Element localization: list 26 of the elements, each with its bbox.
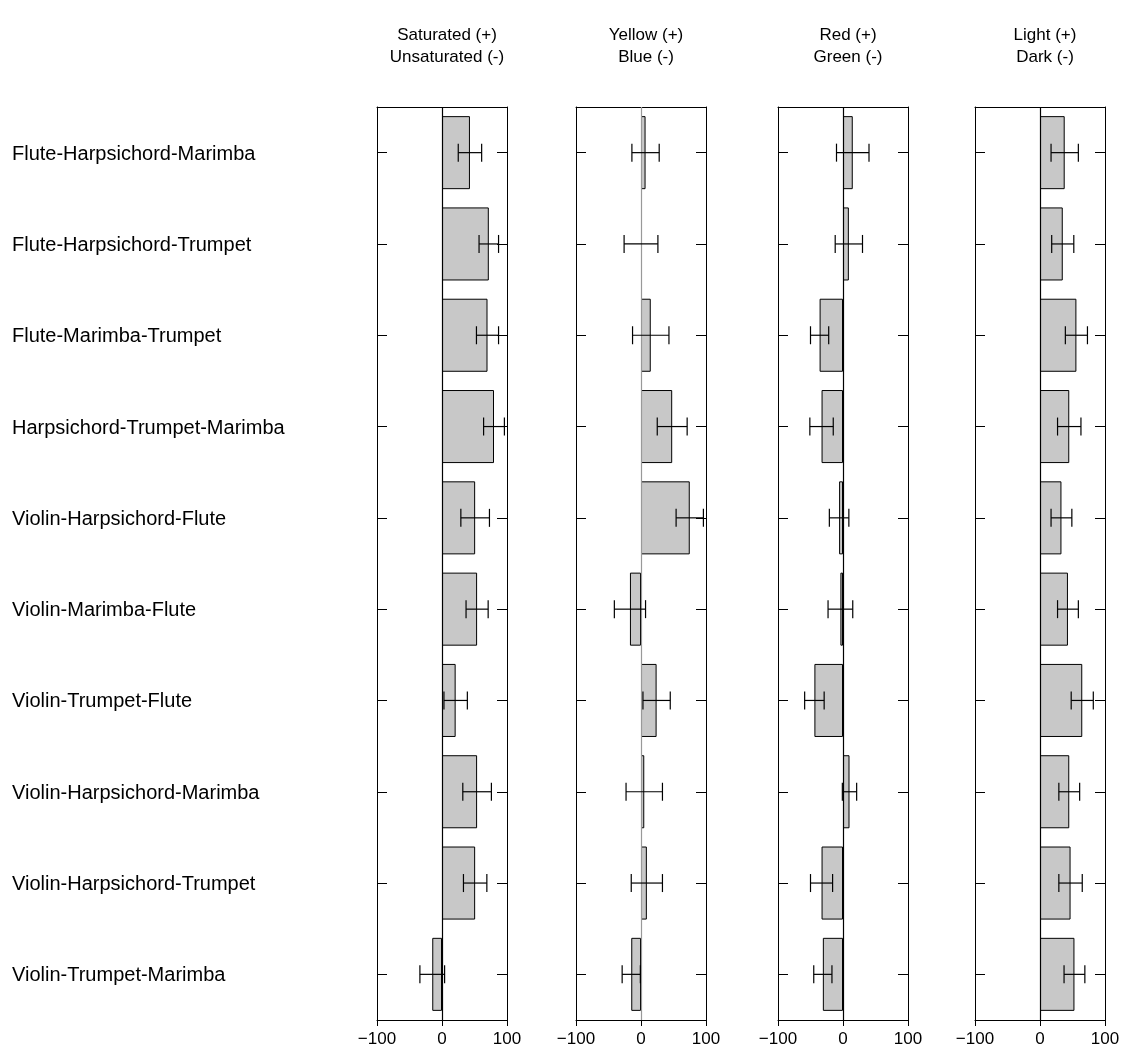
y-tick-label: Flute-Marimba-Trumpet xyxy=(12,324,222,347)
y-tick-label: Violin-Marimba-Flute xyxy=(12,598,197,621)
y-tick-label: Violin-Trumpet-Flute xyxy=(12,689,193,712)
x-tick-label: 0 xyxy=(838,1029,848,1048)
y-tick-label: Violin-Harpsichord-Marimba xyxy=(12,780,261,803)
x-tick-label: 100 xyxy=(1090,1029,1120,1048)
y-tick-label: Flute-Harpsichord-Marimba xyxy=(12,141,257,164)
x-tick-label: 0 xyxy=(1035,1029,1045,1048)
chart-title: Light (+) Dark (-) xyxy=(1013,24,1077,66)
y-tick-label: Flute-Harpsichord-Trumpet xyxy=(12,232,252,255)
y-tick-label: Violin-Harpsichord-Flute xyxy=(12,506,227,529)
x-tick-label: 100 xyxy=(492,1029,522,1048)
x-tick-label: 100 xyxy=(691,1029,721,1048)
chart-title: Red (+) Green (-) xyxy=(813,24,883,66)
x-tick-label: −100 xyxy=(556,1029,596,1048)
chart-title: Yellow (+) Blue (-) xyxy=(608,24,684,66)
x-tick-label: −100 xyxy=(357,1029,397,1048)
x-tick-label: 0 xyxy=(636,1029,646,1048)
x-tick-label: −100 xyxy=(758,1029,798,1048)
x-tick-label: 100 xyxy=(893,1029,923,1048)
y-tick-label: Violin-Trumpet-Marimba xyxy=(12,963,227,986)
y-tick-label: Violin-Harpsichord-Trumpet xyxy=(12,872,256,895)
x-tick-label: −100 xyxy=(955,1029,995,1048)
chart-title: Saturated (+) Unsaturated (-) xyxy=(389,24,505,66)
x-tick-label: 0 xyxy=(437,1029,447,1048)
y-tick-label: Harpsichord-Trumpet-Marimba xyxy=(12,415,286,438)
